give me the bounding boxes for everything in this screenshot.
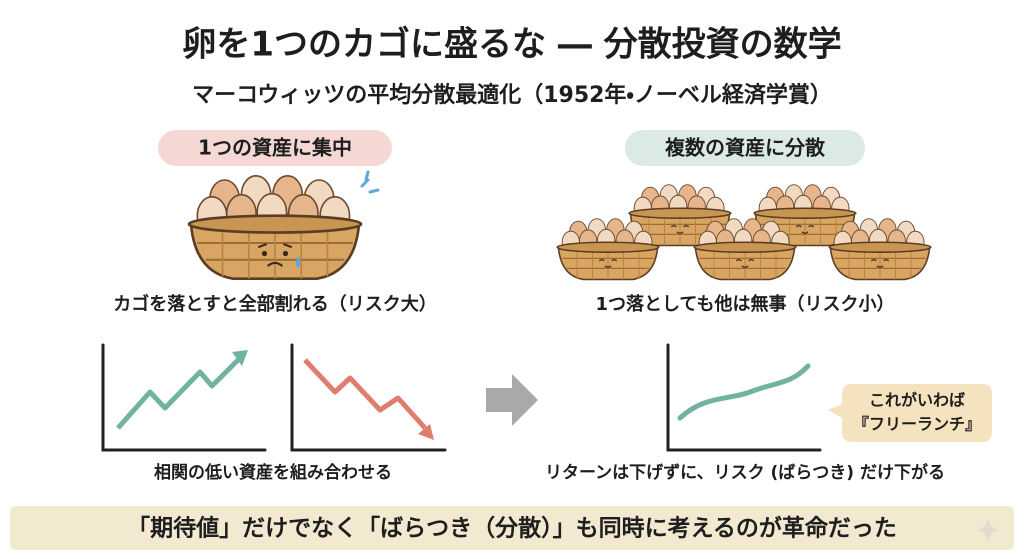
label-pill — [158, 130, 392, 166]
chart-axes — [101, 343, 267, 452]
footer-bar — [10, 506, 1014, 550]
caption: カゴを落とすと全部割れる（リスク大） — [113, 293, 436, 315]
caption: リターンは下げずに、リスク (ばらつき) だけ下がる — [545, 462, 945, 483]
single-basket — [189, 176, 361, 279]
panel-label: 複数の資産に分散 — [665, 136, 826, 160]
smooth-trend — [677, 363, 811, 421]
sweat — [360, 170, 380, 194]
subtitle: マーコウィッツの平均分散最適化（1952年・ノーベル経済学賞） — [192, 82, 832, 108]
caption: 相関の低い資産を組み合わせる — [154, 462, 392, 483]
callout-text: 『フリーランチ』 — [853, 415, 981, 434]
chart-axes — [290, 343, 447, 452]
basket — [829, 219, 931, 280]
label-pill — [625, 130, 865, 166]
transition-arrow — [486, 374, 538, 426]
callout — [828, 384, 992, 442]
arrowhead — [418, 424, 434, 440]
arrowhead — [232, 350, 248, 366]
title: 卵を1つのカゴに盛るな ― 分散投資の数学 — [182, 25, 841, 65]
footer-text: 「期待値」だけでなく「ばらつき（分散）」も同時に考えるのが革命だった — [127, 515, 897, 542]
trend-up — [116, 356, 242, 430]
sparkle — [978, 518, 998, 542]
chart-axes — [666, 343, 822, 452]
callout-text: これがいわば — [869, 391, 965, 410]
trend-down — [303, 358, 427, 430]
caption: 1つ落としても他は無事（リスク小） — [595, 293, 894, 315]
panel-label: 1つの資産に集中 — [198, 136, 352, 160]
